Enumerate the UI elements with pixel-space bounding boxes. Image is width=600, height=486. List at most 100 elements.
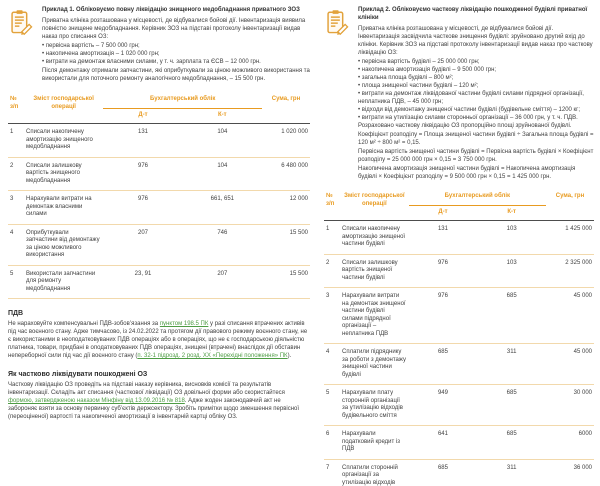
clipboard-pencil-icon: [8, 6, 35, 41]
row-sum: 1 020 000: [281, 129, 308, 135]
row-kt: 104: [217, 129, 228, 135]
table-row: 3 Нарахували витрати на демонтаж власним…: [8, 191, 310, 224]
row-dt: 207: [137, 229, 148, 236]
row-kt: 311: [506, 349, 517, 355]
bullet-item: витрати на демонтаж власними силами, у т…: [42, 58, 310, 66]
row-desc: Сплатили сторонній організації за утиліз…: [342, 464, 398, 486]
partial-liquidation-paragraph: Часткову ліквідацію ОЗ проведіть на підс…: [8, 381, 310, 421]
example2-block: Приклад 2. Обліковуємо часткову ліквідац…: [324, 6, 594, 181]
table-row: 1 Списали накопичену амортизацію знищено…: [8, 124, 310, 157]
row-dt: 976: [137, 162, 148, 169]
table-row: 2 Списали залишкову вартість знищеного м…: [8, 157, 310, 191]
row-kt: 685: [506, 293, 517, 299]
bullet-item: накопичена амортизація будівлі – 9 500 0…: [358, 66, 594, 74]
row-sum: 15 500: [289, 270, 308, 277]
row-dt: 641: [437, 431, 448, 437]
row-no: 3: [10, 196, 14, 202]
example1-outro: Після демонтажу отримали запчастини, які…: [42, 68, 310, 82]
row-sum: 6 480 000: [281, 162, 308, 169]
pdv-text: у разі списання втрачених активів під ча…: [8, 321, 308, 359]
row-desc: Нарахували витрати на демонтаж власними …: [26, 196, 92, 217]
row-dt: 23, 91: [134, 270, 152, 277]
row-desc: Використали запчастини для ремонту медоб…: [26, 270, 96, 292]
clipboard-pencil-icon: [324, 6, 351, 41]
table-header: № з/п Зміст господарської операції Бухга…: [324, 190, 594, 221]
row-sum: 30 000: [573, 390, 592, 396]
row-no: 4: [326, 349, 330, 355]
row-no: 5: [10, 270, 14, 277]
row-desc: Нарахували плату сторонній організації з…: [342, 390, 403, 419]
link-punkt-198-5-pk[interactable]: пунктом 198.5 ПК: [159, 321, 209, 327]
row-kt: 661, 651: [210, 196, 234, 202]
bullet-item: первісна вартість – 7 500 000 грн;: [42, 42, 310, 50]
row-dt: 976: [437, 259, 448, 266]
example1-text: Приклад 1. Обліковуємо повну ліквідацію …: [42, 6, 310, 84]
row-no: 3: [326, 293, 330, 299]
col-header-kt: К-т: [507, 208, 516, 215]
bullet-item: витрати на утилізацію силами сторонньої …: [358, 114, 594, 130]
link-p-32-1-perehidni-polozhennia[interactable]: п. 32-1 підрозд. 2 розд. XX «Перехідні п…: [137, 353, 288, 359]
bullet-item: витрати на демонтаж ліквідованої частини…: [358, 90, 594, 106]
row-no: 1: [10, 129, 14, 135]
example2-intro: Приватна клініка розташована у місцевост…: [358, 26, 593, 56]
row-sum: 12 000: [289, 196, 308, 202]
row-no: 5: [326, 390, 330, 396]
row-kt: 311: [506, 464, 517, 471]
row-kt: 103: [506, 226, 517, 232]
row-sum: 45 000: [573, 293, 592, 299]
row-desc: Нарахували витрати на демонтаж знищеної …: [342, 293, 406, 337]
pdv-text: ).: [287, 353, 292, 359]
row-dt: 131: [137, 129, 148, 135]
row-no: 7: [326, 464, 330, 471]
row-desc: Списали залишкову вартість знищеної част…: [342, 259, 398, 281]
table-row: 5 Нарахували плату сторонній організації…: [324, 385, 594, 426]
row-dt: 949: [437, 390, 448, 396]
row-sum: 1 425 000: [565, 226, 592, 232]
row-sum: 36 000: [573, 464, 592, 471]
row-kt: 104: [217, 162, 228, 169]
row-no: 2: [326, 259, 330, 266]
row-desc: Сплатили підряднику за роботи з демонтаж…: [342, 349, 406, 378]
row-dt: 976: [437, 293, 448, 299]
pdv-text: Не нараховуйте компенсувальні ПДВ-зобов’…: [8, 321, 160, 327]
col-header-content: Зміст господарської операції: [33, 96, 94, 110]
row-no: 4: [10, 229, 14, 236]
row-dt: 685: [437, 349, 448, 355]
row-dt: 685: [437, 464, 448, 471]
left-column: Приклад 1. Обліковуємо повну ліквідацію …: [8, 6, 310, 421]
col-header-content: Зміст господарської операції: [344, 193, 405, 207]
table-row: 4 Сплатили підряднику за роботи з демонт…: [324, 344, 594, 385]
example1-table: № з/п Зміст господарської операції Бухга…: [8, 93, 310, 299]
table-row: 1 Списали накопичену амортизацію знищено…: [324, 221, 594, 254]
example2-table: № з/п Зміст господарської операції Бухга…: [324, 190, 594, 486]
row-desc: Списали накопичену амортизацію знищеної …: [342, 226, 406, 247]
col-header-sum: Сума, грн: [555, 193, 585, 199]
example1-block: Приклад 1. Обліковуємо повну ліквідацію …: [8, 6, 310, 84]
row-desc: Оприбуткували запчастини від демонтажу з…: [26, 229, 100, 259]
row-kt: 685: [506, 431, 517, 437]
row-desc: Нарахували податковий кредит із ПДВ: [342, 431, 401, 452]
row-no: 2: [10, 162, 14, 169]
calc-line: Коефіцієнт розподілу = Площа знищеної ча…: [358, 132, 594, 146]
example2-bullets: первісна вартість будівлі – 25 000 000 г…: [358, 58, 594, 130]
table-row: 7 Сплатили сторонній організації за утил…: [324, 459, 594, 486]
pdv-paragraph: Не нараховуйте компенсувальні ПДВ-зобов’…: [8, 320, 310, 360]
row-no: 6: [326, 431, 330, 437]
row-sum: 15 500: [289, 229, 308, 236]
bullet-item: накопичена амортизація – 1 020 000 грн;: [42, 50, 310, 58]
right-column: Приклад 2. Обліковуємо часткову ліквідац…: [324, 6, 594, 486]
row-dt: 131: [437, 226, 448, 232]
row-sum: 45 000: [573, 349, 592, 355]
link-nakaz-minfinu-818[interactable]: формою, затвердженою наказом Мінфіну від…: [8, 398, 185, 404]
col-header-no: № з/п: [10, 96, 19, 110]
calc-line: Первісна вартість знищеної частини будів…: [358, 149, 594, 163]
bullet-item: загальна площа будівлі – 800 м²;: [358, 74, 594, 82]
row-kt: 103: [506, 259, 517, 266]
row-sum: 2 325 000: [565, 259, 592, 266]
col-header-dt: Д-т: [438, 208, 448, 215]
bullet-item: первісна вартість будівлі – 25 000 000 г…: [358, 58, 594, 66]
partial-text: Часткову ліквідацію ОЗ проведіть на підс…: [8, 382, 285, 396]
bullet-item: відходи від демонтажу знищеної частини б…: [358, 106, 594, 114]
row-kt: 207: [217, 270, 228, 277]
